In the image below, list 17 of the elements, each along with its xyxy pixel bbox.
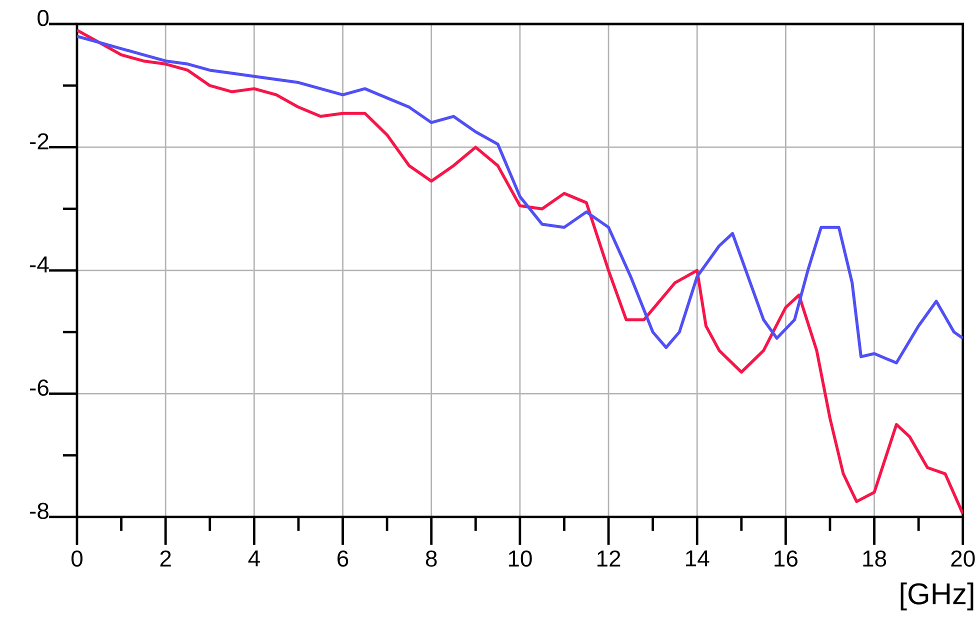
y-tick-label: -8 — [30, 502, 48, 520]
x-tick-label: 8 — [426, 550, 437, 567]
x-tick-label: 10 — [508, 550, 532, 567]
x-tick-label: 18 — [863, 550, 886, 567]
y-tick-label: -6 — [30, 380, 48, 396]
y-tick-label: -2 — [30, 133, 48, 150]
x-tick-label: 6 — [338, 550, 348, 567]
x-tick-label: 2 — [160, 550, 171, 567]
x-tick-label: 20 — [951, 550, 975, 567]
x-tick-label: 4 — [248, 550, 260, 566]
y-tick-label: 0 — [38, 10, 49, 26]
y-tick-label: -4 — [30, 256, 49, 272]
x-tick-label: 12 — [597, 550, 620, 567]
x-tick-label: 0 — [71, 550, 83, 567]
x-tick-label: 16 — [774, 550, 798, 567]
x-axis-title: [GHz] — [900, 582, 974, 610]
x-tick-label: 14 — [686, 550, 710, 566]
